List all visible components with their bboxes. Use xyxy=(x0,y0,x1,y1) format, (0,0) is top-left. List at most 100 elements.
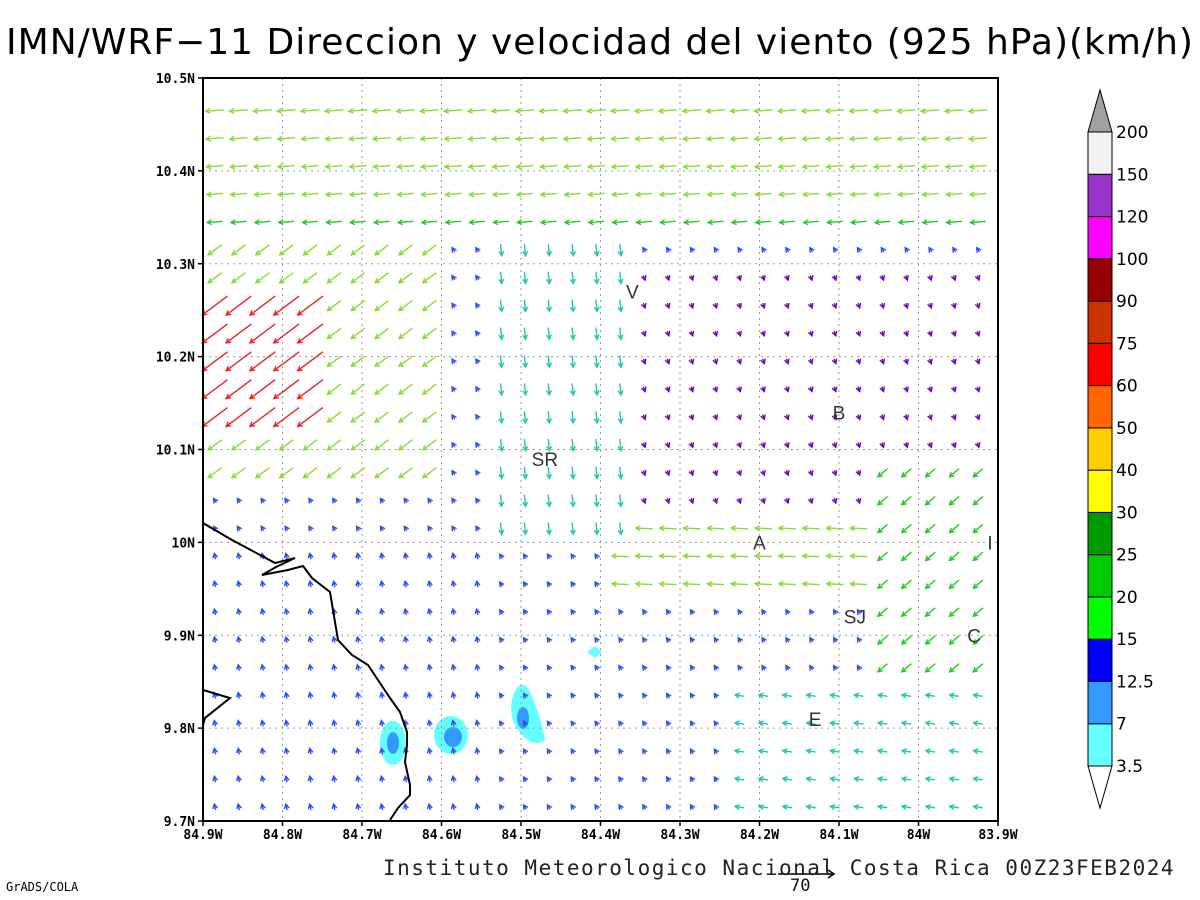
wind-arrow-head xyxy=(225,310,232,316)
wind-arrow-head xyxy=(610,580,617,587)
wind-arrow-head xyxy=(562,135,569,142)
wind-arrow xyxy=(468,136,487,140)
wind-arrow xyxy=(444,136,463,140)
wind-arrow xyxy=(782,722,792,725)
wind-arrow-head xyxy=(402,663,409,670)
wind-arrow-head xyxy=(421,389,428,396)
wind-arrow-head xyxy=(498,529,505,536)
wind-arrow xyxy=(444,164,462,168)
wind-arrow-head xyxy=(514,135,522,142)
wind-arrow-head xyxy=(618,803,624,810)
wind-arrow-head xyxy=(968,163,975,170)
wind-arrow-head xyxy=(664,302,671,310)
wind-arrow-head xyxy=(617,417,624,425)
wind-arrow-head xyxy=(283,802,290,810)
wind-arrow-head xyxy=(801,580,808,587)
wind-arrow-head xyxy=(373,250,381,256)
wind-arrow-head xyxy=(617,390,624,397)
wind-arrow-head xyxy=(873,219,880,226)
wind-arrow xyxy=(755,220,772,224)
wind-arrow xyxy=(468,109,487,112)
wind-arrow xyxy=(782,805,792,809)
wind-arrow-head xyxy=(948,527,955,534)
colorbar-label: 20 xyxy=(1116,588,1138,608)
wind-arrow xyxy=(469,192,486,196)
wind-arrow-head xyxy=(593,390,600,397)
wind-arrow-head xyxy=(570,580,577,588)
credit-line: Instituto Meteorologico Nacional Costa R… xyxy=(383,856,1176,880)
wind-arrow-head xyxy=(426,635,433,642)
wind-arrow-head xyxy=(402,635,409,642)
wind-arrow-head xyxy=(689,636,696,643)
wind-arrow xyxy=(878,722,888,725)
wind-arrow-head xyxy=(474,551,481,559)
wind-arrow-head xyxy=(594,775,600,783)
wind-arrow-head xyxy=(426,691,433,698)
wind-arrow xyxy=(225,351,252,372)
place-label: C xyxy=(967,626,981,647)
wind-arrow-head xyxy=(903,386,909,393)
wind-arrow xyxy=(279,439,294,451)
wind-arrow xyxy=(972,523,984,534)
wind-arrow-head xyxy=(498,278,505,285)
speed-colorbar: 3.5 7 12.5 15 20 25 30 40 50 60 75 90 100 120 150 200 xyxy=(1087,88,1154,810)
wind-arrow-head xyxy=(248,310,256,316)
wind-arrow-head xyxy=(350,445,357,451)
wind-arrow xyxy=(374,299,390,312)
wind-arrow-head xyxy=(326,417,333,423)
wind-arrow xyxy=(422,244,437,256)
wind-arrow xyxy=(758,805,769,809)
wind-arrow-head xyxy=(212,579,219,587)
wind-arrow xyxy=(326,220,342,224)
wind-arrow-head xyxy=(972,499,979,506)
wind-arrow xyxy=(571,494,574,507)
wind-arrow xyxy=(254,164,272,168)
wind-arrow-head xyxy=(896,163,904,170)
wind-arrow xyxy=(801,109,821,112)
reference-arrow xyxy=(778,869,836,879)
wind-arrow-head xyxy=(753,163,760,170)
wind-arrow xyxy=(619,494,622,507)
wind-arrow xyxy=(539,109,559,112)
wind-arrow-head xyxy=(736,386,742,393)
wind-arrow-head xyxy=(450,551,457,559)
colorbar-label: 90 xyxy=(1116,292,1138,312)
wind-arrow xyxy=(877,468,888,478)
wind-arrow xyxy=(635,555,653,558)
wind-arrow-head xyxy=(900,527,907,534)
wind-arrow-head xyxy=(522,664,529,671)
wind-arrow xyxy=(231,220,247,224)
wind-arrow-head xyxy=(371,107,378,114)
wind-arrow-head xyxy=(522,552,529,560)
wind-arrow xyxy=(922,220,939,224)
wind-arrow xyxy=(206,164,224,168)
wind-arrow xyxy=(758,722,769,725)
wind-arrow-head xyxy=(379,579,386,587)
wind-arrow-head xyxy=(752,107,760,114)
wind-arrow-head xyxy=(207,250,214,256)
wind-arrow-head xyxy=(397,250,405,256)
wind-arrow xyxy=(949,663,960,673)
colorbar-label: 40 xyxy=(1116,461,1138,481)
wind-arrow-head xyxy=(617,334,624,341)
wind-arrow-head xyxy=(307,635,314,642)
wind-arrow xyxy=(398,467,413,479)
wind-arrow-head xyxy=(515,191,522,198)
wind-arrow xyxy=(925,722,936,725)
wind-arrow-head xyxy=(924,611,931,618)
wind-arrow-head xyxy=(379,663,386,670)
wind-arrow-head xyxy=(562,107,569,114)
wind-arrow xyxy=(255,439,270,451)
wind-arrow xyxy=(731,583,749,586)
wind-arrow xyxy=(921,136,940,140)
wind-arrow xyxy=(898,220,915,224)
wind-arrow-head xyxy=(855,470,862,477)
wind-arrow-head xyxy=(402,579,409,587)
wind-arrow xyxy=(499,522,503,535)
wind-arrow-head xyxy=(617,473,624,481)
wind-arrow-head xyxy=(831,358,838,366)
wind-arrow-head xyxy=(736,414,742,421)
place-label: A xyxy=(753,533,766,554)
wind-arrow-head xyxy=(640,275,647,282)
colorbar-segment xyxy=(1087,596,1113,640)
